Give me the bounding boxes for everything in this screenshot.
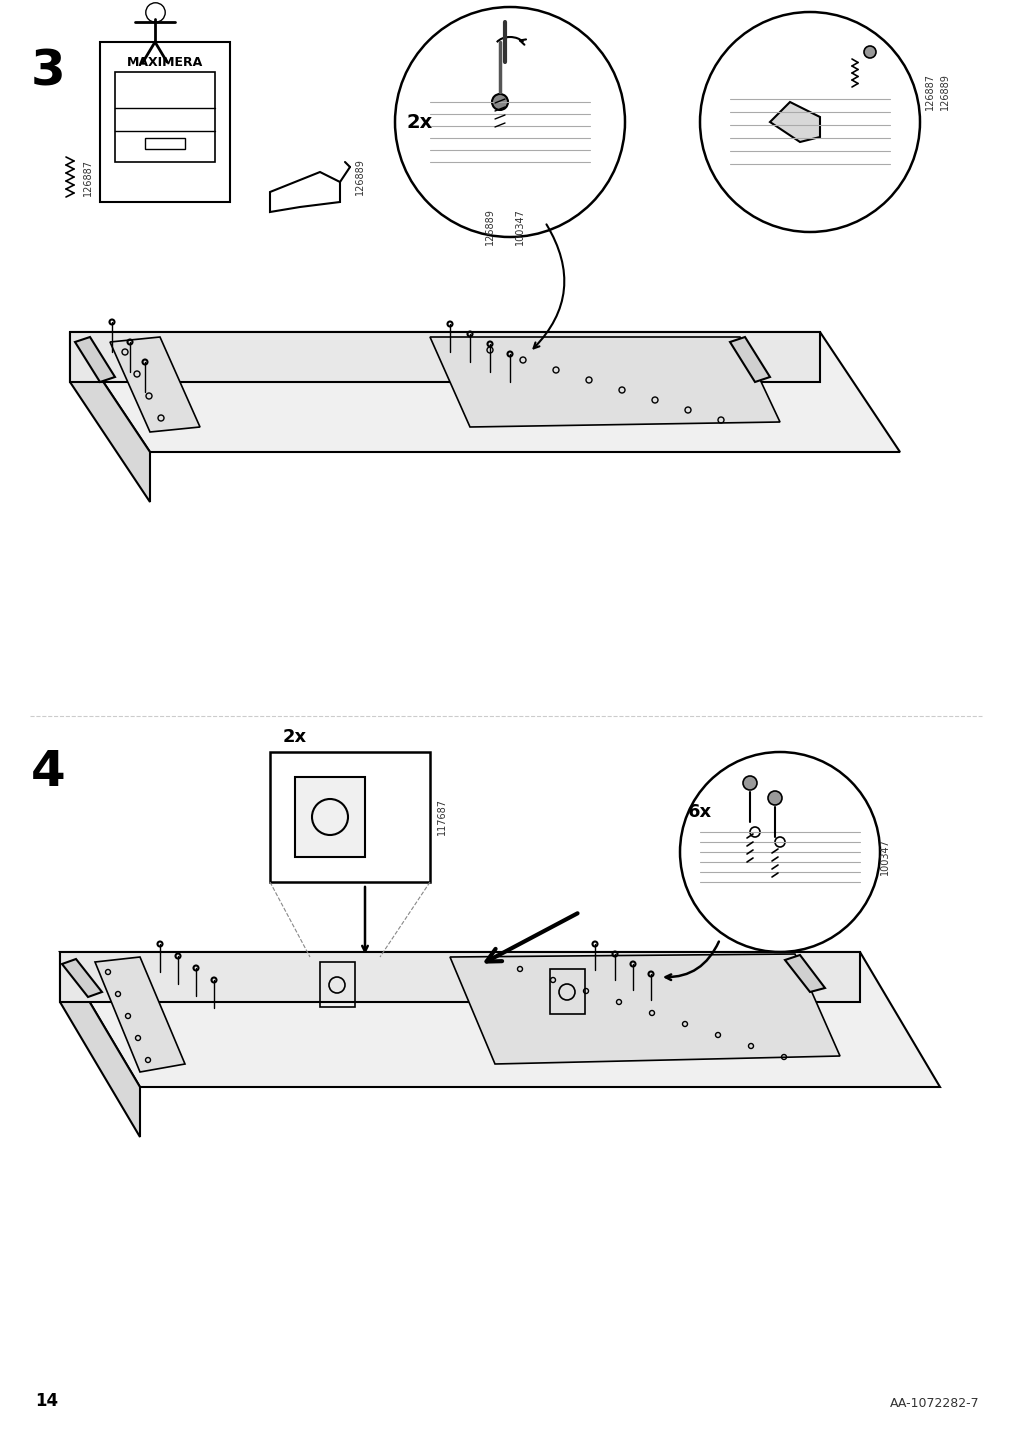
Circle shape — [742, 776, 756, 790]
Polygon shape — [60, 952, 939, 1087]
Bar — [295, 778, 365, 856]
Text: AA-1072282-7: AA-1072282-7 — [890, 1398, 979, 1411]
Text: 2x: 2x — [283, 727, 306, 746]
Text: MAXIMERA: MAXIMERA — [126, 56, 203, 69]
Text: 2x: 2x — [406, 113, 433, 132]
Polygon shape — [450, 954, 839, 1064]
Polygon shape — [70, 332, 819, 382]
Polygon shape — [785, 955, 824, 992]
Text: 4: 4 — [30, 748, 66, 796]
Text: 126889: 126889 — [355, 159, 365, 195]
Polygon shape — [62, 959, 102, 997]
Bar — [319, 962, 355, 1007]
Bar — [270, 752, 430, 882]
Polygon shape — [60, 952, 859, 1002]
Text: 126887: 126887 — [83, 159, 93, 196]
Polygon shape — [110, 337, 200, 432]
Text: 3: 3 — [30, 49, 66, 96]
Polygon shape — [769, 102, 819, 142]
Bar — [145, 137, 185, 149]
Circle shape — [767, 790, 782, 805]
Polygon shape — [430, 337, 779, 427]
Text: 126889: 126889 — [939, 73, 949, 110]
Bar — [115, 72, 214, 162]
Circle shape — [863, 46, 876, 59]
Polygon shape — [95, 957, 185, 1073]
Text: 6x: 6x — [687, 803, 712, 821]
Text: 126887: 126887 — [924, 73, 934, 110]
Text: 100347: 100347 — [880, 839, 889, 875]
Text: 100347: 100347 — [515, 209, 525, 245]
Polygon shape — [729, 337, 769, 382]
Polygon shape — [70, 332, 150, 503]
Polygon shape — [75, 337, 115, 382]
Text: 14: 14 — [35, 1392, 58, 1411]
Text: 126889: 126889 — [484, 209, 494, 245]
Circle shape — [491, 95, 508, 110]
Polygon shape — [60, 952, 140, 1137]
Text: 117687: 117687 — [437, 799, 447, 835]
Bar — [549, 969, 584, 1014]
Polygon shape — [70, 332, 899, 453]
